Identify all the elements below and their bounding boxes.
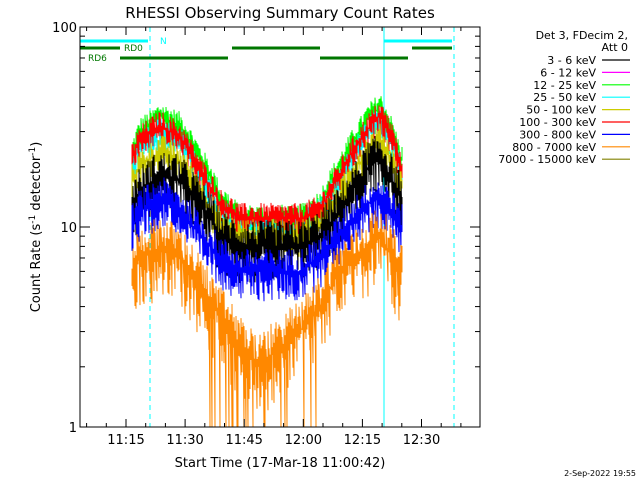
y-axis-ticks: 1 10 100: [52, 21, 480, 436]
y-tick-label-1: 10: [60, 221, 77, 236]
legend-label-1: 6 - 12 keV: [540, 66, 596, 79]
timestamp: 2-Sep-2022 19:55: [564, 469, 636, 478]
x-tick-label-2: 11:45: [225, 433, 262, 448]
legend-label-7: 800 - 7000 keV: [512, 141, 596, 154]
x-tick-label-1: 11:30: [166, 433, 203, 448]
x-axis-ticks: 11:15 11:30 11:45 12:00 12:15 12:30: [86, 27, 462, 448]
legend-header-line1: Det 3, FDecim 2,: [536, 29, 628, 42]
y-tick-label-2: 100: [52, 21, 77, 36]
x-tick-label-5: 12:30: [403, 433, 440, 448]
legend-label-5: 100 - 300 keV: [519, 116, 596, 129]
x-axis-label: Start Time (17-Mar-18 11:00:42): [175, 456, 386, 471]
y-tick-label-0: 1: [69, 421, 77, 436]
legend-label-2: 12 - 25 keV: [533, 79, 596, 92]
x-tick-label-0: 11:15: [107, 433, 144, 448]
y-axis-label: Count Rate (s-1 detector-1): [28, 142, 44, 313]
series-line-300-800-keV: [131, 177, 403, 302]
x-tick-label-4: 12:15: [344, 433, 381, 448]
status-bar-label-RD6: RD6: [88, 54, 107, 64]
status-bars: N RD0 RD6: [80, 37, 452, 64]
series-line-800-7000-keV: [131, 210, 403, 428]
status-bar-label-RD0: RD0: [124, 44, 143, 54]
legend-label-8: 7000 - 15000 keV: [498, 153, 596, 166]
legend-label-0: 3 - 6 keV: [547, 54, 596, 67]
legend-header-line2: Att 0: [602, 41, 628, 54]
legend-label-6: 300 - 800 keV: [519, 128, 596, 141]
plot-area: [79, 27, 455, 428]
x-tick-label-3: 12:00: [285, 433, 322, 448]
legend-label-3: 25 - 50 keV: [533, 91, 596, 104]
status-bar-label-N: N: [160, 37, 167, 47]
legend-label-4: 50 - 100 keV: [526, 104, 596, 117]
chart-title: RHESSI Observing Summary Count Rates: [125, 4, 435, 22]
